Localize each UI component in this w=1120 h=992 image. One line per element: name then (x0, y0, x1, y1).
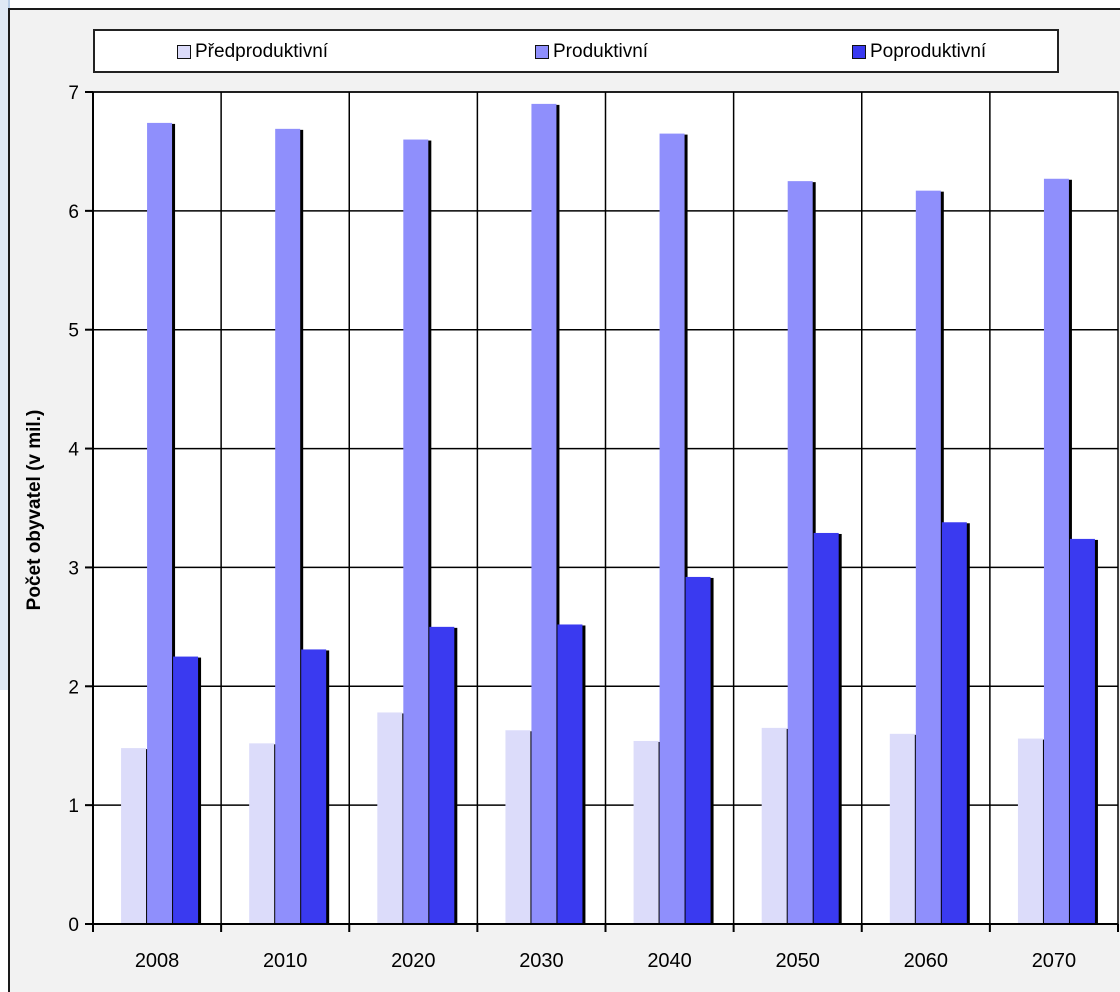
bar-2050-series-1 (787, 181, 813, 925)
bar-2050-series-0 (761, 727, 787, 924)
x-tick-label: 2040 (647, 950, 692, 972)
bar-2010-series-2 (301, 649, 327, 924)
y-tick-label: 5 (68, 321, 79, 342)
legend-swatch-produktivni (535, 45, 549, 59)
bar-2020-series-0 (377, 712, 403, 924)
x-tick-label: 2010 (263, 950, 308, 972)
bar-2040-series-2 (685, 576, 711, 924)
bar-2008-series-1 (147, 122, 173, 925)
x-tick-label: 2060 (904, 950, 949, 972)
bar-2020-series-2 (429, 626, 455, 924)
legend-swatch-poproduktivni (852, 45, 866, 59)
legend-label-poproduktivni: Poproduktivní (870, 41, 987, 62)
y-tick-label: 1 (68, 796, 79, 817)
bar-2070-series-0 (1017, 738, 1043, 924)
x-tick-label: 2070 (1032, 950, 1077, 972)
x-tick-label: 2008 (135, 950, 180, 972)
bar-2020-series-1 (403, 139, 429, 925)
bar-2060-series-1 (915, 190, 941, 924)
y-tick-label: 2 (68, 677, 79, 698)
legend-swatch-predproduktivni (177, 45, 191, 59)
y-tick-label: 7 (68, 83, 79, 104)
bar-2010-series-0 (249, 743, 275, 924)
bar-2060-series-0 (889, 733, 915, 924)
bar-2040-series-0 (633, 740, 659, 924)
y-axis-title: Počet obyvatel (v mil.) (24, 409, 45, 611)
legend-item-produktivni: Produktivní (535, 40, 648, 64)
bar-2030-series-2 (557, 624, 583, 924)
legend-item-poproduktivni: Poproduktivní (852, 40, 986, 64)
legend: Předproduktivní Produktivní Poproduktivn… (93, 29, 1059, 73)
y-tick-label: 3 (68, 558, 79, 579)
bar-2050-series-2 (813, 532, 839, 924)
y-tick-label: 0 (68, 915, 79, 936)
bar-2060-series-2 (941, 522, 967, 924)
bar-2030-series-1 (531, 103, 557, 924)
bar-2008-series-2 (173, 656, 199, 924)
bar-2040-series-1 (659, 133, 685, 925)
y-tick-label: 6 (68, 202, 79, 223)
y-tick-label: 4 (68, 440, 79, 461)
legend-label-produktivni: Produktivní (553, 41, 649, 62)
x-tick-label: 2020 (391, 950, 436, 972)
bar-2010-series-1 (275, 128, 301, 925)
bar-2070-series-2 (1069, 538, 1095, 924)
legend-label-predproduktivni: Předproduktivní (195, 41, 329, 62)
x-tick-label: 2050 (775, 950, 820, 972)
legend-item-predproduktivni: Předproduktivní (177, 40, 328, 64)
bar-2008-series-0 (121, 748, 147, 924)
bar-2070-series-1 (1043, 178, 1069, 924)
x-tick-label: 2030 (519, 950, 564, 972)
bar-2030-series-0 (505, 730, 531, 924)
